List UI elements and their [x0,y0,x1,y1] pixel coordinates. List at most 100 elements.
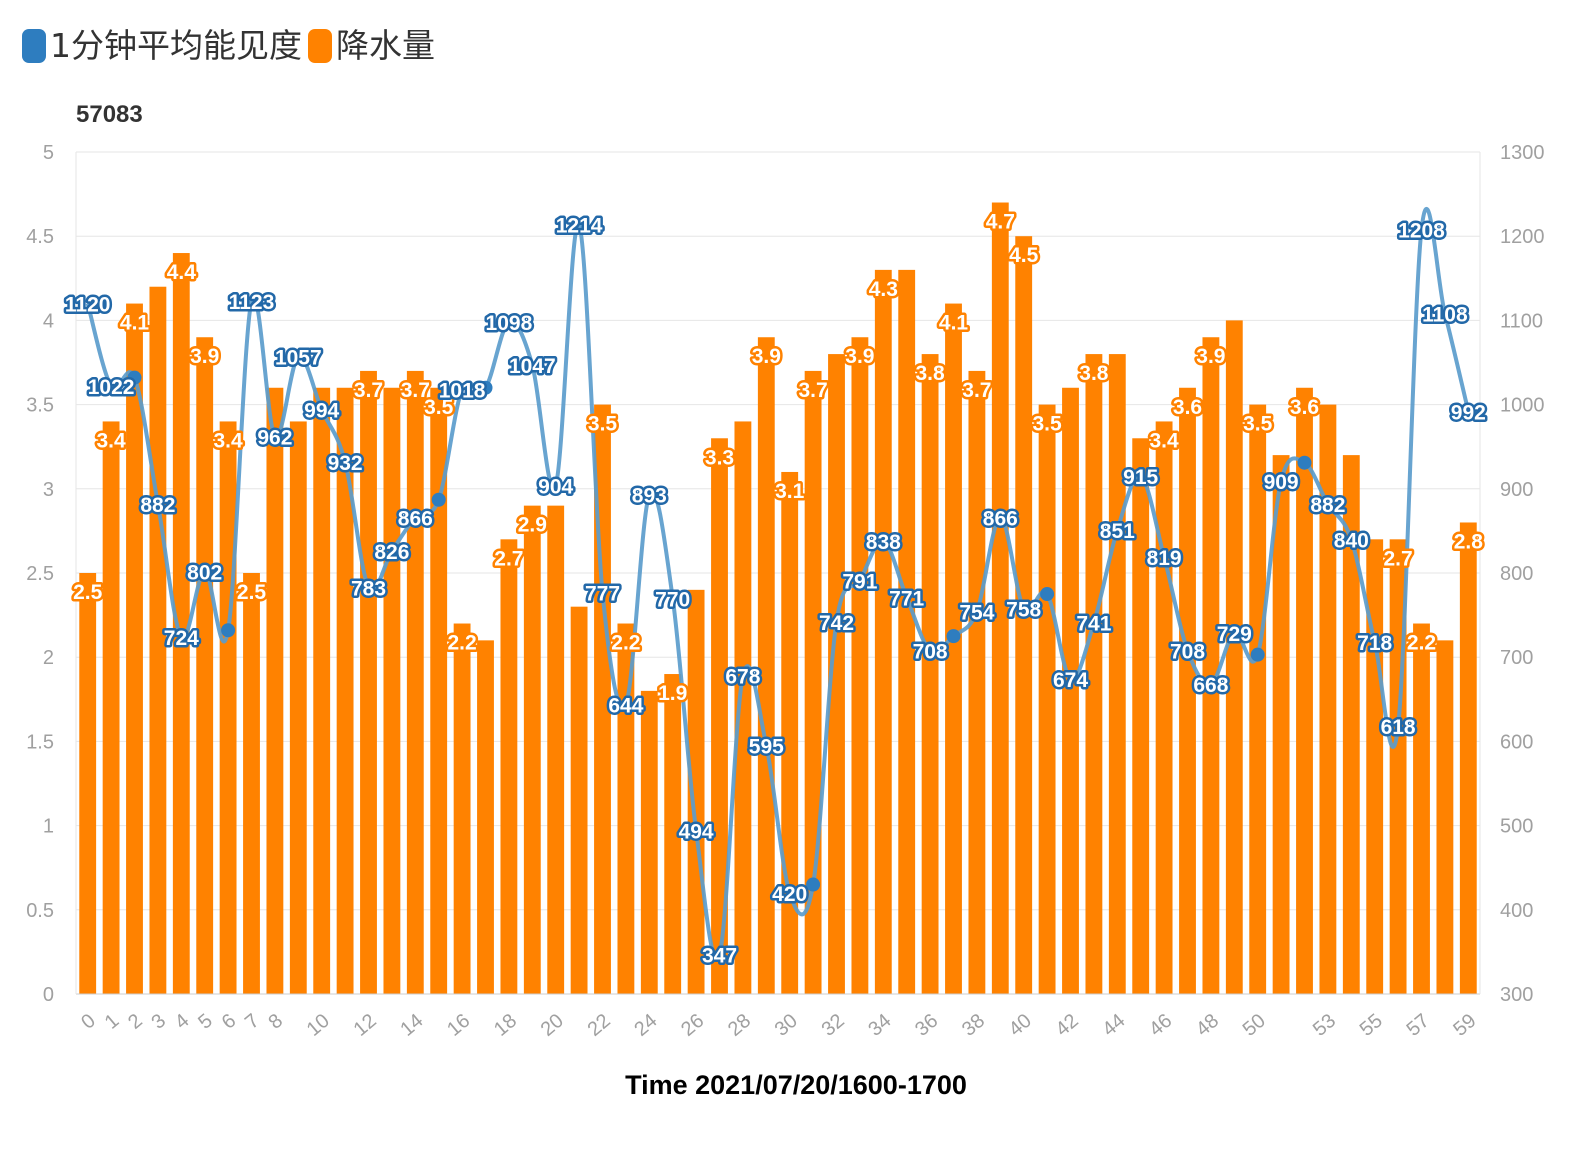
bar-precipitation[interactable] [734,421,752,994]
bar-precipitation[interactable] [360,370,377,994]
visibility-point[interactable] [127,370,142,385]
bar-precipitation[interactable] [1085,354,1103,995]
bar-precipitation[interactable] [1062,387,1079,994]
line-data-label: 770 [655,588,690,611]
visibility-point[interactable] [806,877,821,892]
bar-precipitation[interactable] [336,387,354,994]
bar-data-label: 3.5 [588,413,618,436]
bar-precipitation[interactable] [945,303,962,994]
bar-precipitation[interactable] [196,337,214,994]
legend-swatch-visibility [22,29,46,63]
bar-precipitation[interactable] [781,471,799,995]
bar-precipitation[interactable] [1272,455,1290,994]
bar-precipitation[interactable] [757,337,775,994]
line-data-label: 909 [1264,471,1299,494]
bar-precipitation[interactable] [383,387,401,994]
bar-precipitation[interactable] [921,354,939,995]
bar-precipitation[interactable] [1179,387,1196,994]
bar-precipitation[interactable] [500,539,518,994]
line-data-label: 729 [1217,623,1252,646]
bar-data-label: 3.7 [401,379,430,402]
bar-precipitation[interactable] [477,640,494,994]
bar-precipitation[interactable] [1202,337,1220,994]
bar-precipitation[interactable] [1413,623,1430,994]
bar-precipitation[interactable] [991,202,1009,994]
bar-precipitation[interactable] [219,421,237,994]
bar-precipitation[interactable] [149,286,167,995]
y-left-tick-label: 2 [43,647,54,669]
legend-item-visibility[interactable]: 1分钟平均能见度 [22,26,302,66]
x-tick-label: 48 [1192,1010,1223,1041]
bar-precipitation[interactable] [1436,640,1454,994]
bar-precipitation[interactable] [1319,404,1337,995]
bar-data-label: 2.2 [1407,632,1436,655]
x-tick-label: 34 [864,1010,895,1041]
bar-precipitation[interactable] [1132,438,1150,994]
bar-data-label: 4.7 [986,211,1015,234]
bar-precipitation[interactable] [640,690,658,994]
bar-precipitation[interactable] [1038,404,1056,995]
bar-precipitation[interactable] [687,589,705,994]
bar-precipitation[interactable] [617,623,635,994]
y-right-tick-label: 900 [1500,479,1533,501]
visibility-point[interactable] [1040,587,1055,602]
y-left-tick-label: 4.5 [26,226,54,248]
bar-precipitation[interactable] [968,370,986,994]
bar-data-label: 3.9 [1196,345,1225,368]
bar-precipitation[interactable] [172,253,190,995]
line-data-label: 866 [983,507,1018,530]
line-data-label: 1214 [556,214,603,237]
bar-precipitation[interactable] [664,674,682,994]
bar-precipitation[interactable] [126,303,143,994]
visibility-point[interactable] [478,380,493,395]
line-data-label: 1123 [229,291,275,314]
bar-precipitation[interactable] [243,573,260,994]
bar-precipitation[interactable] [453,623,471,994]
bar-precipitation[interactable] [1108,354,1126,995]
bar-precipitation[interactable] [430,387,448,994]
visibility-point[interactable] [946,629,961,644]
bar-precipitation[interactable] [898,269,916,994]
bar-precipitation[interactable] [313,387,331,994]
y-right-tick-label: 1100 [1500,310,1543,332]
bar-precipitation[interactable] [79,573,97,994]
bar-precipitation[interactable] [874,269,892,994]
visibility-point[interactable] [1297,455,1312,470]
bar-precipitation[interactable] [828,354,845,995]
bar-precipitation[interactable] [570,606,588,994]
y-right-tick-label: 1000 [1500,395,1545,417]
visibility-point[interactable] [431,492,446,507]
bar-precipitation[interactable] [1342,455,1360,994]
bar-data-label: 2.5 [237,581,267,604]
visibility-point[interactable] [221,623,236,638]
bar-precipitation[interactable] [1366,539,1384,994]
bar-precipitation[interactable] [711,438,728,994]
bar-precipitation[interactable] [1225,320,1243,994]
line-data-label: 741 [1076,613,1111,636]
legend-item-precipitation[interactable]: 降水量 [308,26,435,66]
bar-precipitation[interactable] [851,337,869,994]
bar-precipitation[interactable] [1296,387,1313,994]
y-right-tick-label: 400 [1500,900,1533,922]
bar-precipitation[interactable] [1459,522,1477,994]
visibility-point[interactable] [1250,647,1265,662]
legend-swatch-precipitation [308,29,332,63]
bar-precipitation[interactable] [1155,421,1173,994]
bar-precipitation[interactable] [289,421,307,994]
bar-precipitation[interactable] [266,387,284,994]
bar-precipitation[interactable] [1015,236,1033,994]
bar-precipitation[interactable] [547,505,565,994]
line-data-label: 866 [398,507,433,530]
bar-precipitation[interactable] [1249,404,1267,995]
y-left-tick-label: 0.5 [26,900,54,922]
bar-precipitation[interactable] [406,370,424,994]
x-tick-label: 14 [396,1010,427,1041]
bar-precipitation[interactable] [523,505,541,994]
bar-precipitation[interactable] [102,421,120,994]
y-left-tick-label: 3.5 [26,395,54,417]
line-data-label: 420 [772,883,807,906]
x-tick-label: 20 [537,1010,568,1041]
bar-data-label: 2.2 [447,632,476,655]
line-data-label: 724 [164,627,199,650]
x-tick-label: 53 [1309,1010,1340,1041]
